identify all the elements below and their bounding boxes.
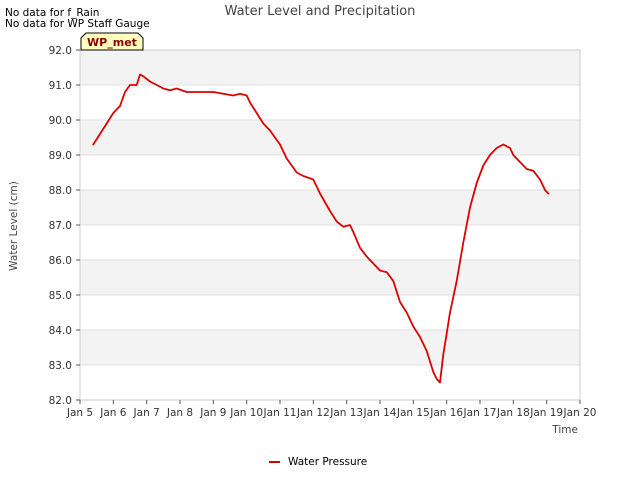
y-tick-label: 88.0 bbox=[49, 185, 72, 197]
x-tick-label: Jan 10 bbox=[229, 407, 263, 419]
y-tick-label: 82.0 bbox=[49, 395, 72, 407]
x-tick-label: Jan 9 bbox=[199, 407, 226, 419]
y-tick-label: 83.0 bbox=[49, 360, 72, 372]
x-axis-label: Time bbox=[551, 424, 578, 436]
no-data-note-staff-gauge: No data for WP Staff Gauge bbox=[5, 18, 150, 30]
no-data-note-rain: No data for f_Rain bbox=[5, 7, 100, 19]
x-tick-label: Jan 19 bbox=[529, 407, 563, 419]
y-tick-label: 89.0 bbox=[49, 150, 72, 162]
x-tick-label: Jan 5 bbox=[66, 407, 93, 419]
y-axis-label: Water Level (cm) bbox=[8, 181, 20, 271]
y-tick-label: 91.0 bbox=[49, 80, 72, 92]
background-band bbox=[80, 260, 580, 295]
background-band bbox=[80, 120, 580, 155]
background-band bbox=[80, 190, 580, 225]
x-tick-label: Jan 6 bbox=[99, 407, 127, 419]
x-tick-label: Jan 11 bbox=[263, 407, 297, 419]
background-band bbox=[80, 330, 580, 365]
series-group bbox=[92, 73, 550, 384]
x-axis-ticks: Jan 5 Jan 6 Jan 7 Jan 8 Jan 9 Jan 10 Jan 11 Jan… bbox=[66, 400, 597, 419]
wp-met-badge-label: WP_met bbox=[87, 36, 137, 49]
legend: Water Pressure bbox=[269, 456, 367, 468]
y-tick-label: 87.0 bbox=[49, 220, 72, 232]
x-tick-label: Jan 12 bbox=[296, 407, 330, 419]
legend-label-water-pressure: Water Pressure bbox=[288, 456, 367, 468]
y-tick-label: 85.0 bbox=[49, 290, 72, 302]
y-tick-label: 90.0 bbox=[49, 115, 72, 127]
y-tick-label: 86.0 bbox=[49, 255, 72, 267]
y-axis-ticks: 82.0 83.0 84.0 85.0 86.0 87.0 88.0 89.0 90.0 91.0… bbox=[49, 45, 80, 407]
x-tick-label: Jan 16 bbox=[429, 407, 463, 419]
background-bands bbox=[80, 50, 580, 365]
y-tick-label: 84.0 bbox=[49, 325, 72, 337]
x-tick-label: Jan 8 bbox=[166, 407, 193, 419]
background-band bbox=[80, 50, 580, 85]
x-tick-label: Jan 17 bbox=[463, 407, 497, 419]
y-tick-label: 92.0 bbox=[49, 45, 72, 57]
chart-title: Water Level and Precipitation bbox=[225, 4, 416, 19]
x-tick-label: Jan 18 bbox=[496, 407, 530, 419]
x-tick-label: Jan 14 bbox=[363, 407, 397, 419]
x-tick-label: Jan 13 bbox=[329, 407, 363, 419]
x-tick-label: Jan 15 bbox=[396, 407, 430, 419]
x-tick-label: Jan 20 bbox=[563, 407, 597, 419]
wp-met-badge: WP_met bbox=[80, 32, 144, 51]
x-tick-label: Jan 7 bbox=[133, 407, 160, 419]
series-line-water-pressure bbox=[92, 73, 550, 384]
